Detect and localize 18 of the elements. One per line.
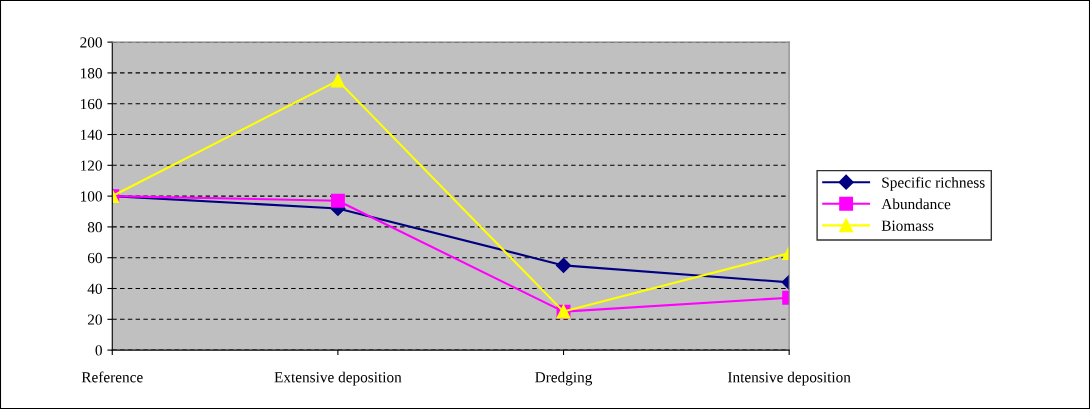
y-tick-label: 100 — [80, 191, 102, 202]
y-tick-label: 40 — [87, 283, 102, 294]
x-tick-label: Dredging — [535, 371, 593, 386]
y-tick-label: 60 — [87, 252, 102, 264]
y-tick-label: 120 — [80, 160, 102, 171]
y-tick-label: 160 — [80, 98, 102, 110]
legend-label: Specific richness — [882, 176, 985, 191]
x-tick-label: Intensive deposition — [727, 371, 851, 386]
y-tick-label: 140 — [80, 129, 102, 140]
y-tick-label: 80 — [87, 222, 102, 233]
legend-label: Abundance — [881, 198, 951, 210]
x-tick-label: Extensive deposition — [274, 371, 402, 386]
legend-label: Biomass — [881, 220, 934, 231]
x-tick-label: Reference — [81, 371, 143, 383]
y-tick-label: 20 — [87, 314, 102, 325]
y-tick-label: 180 — [80, 68, 102, 79]
y-tick-label: 200 — [80, 37, 102, 48]
y-tick-label: 0 — [95, 345, 102, 356]
